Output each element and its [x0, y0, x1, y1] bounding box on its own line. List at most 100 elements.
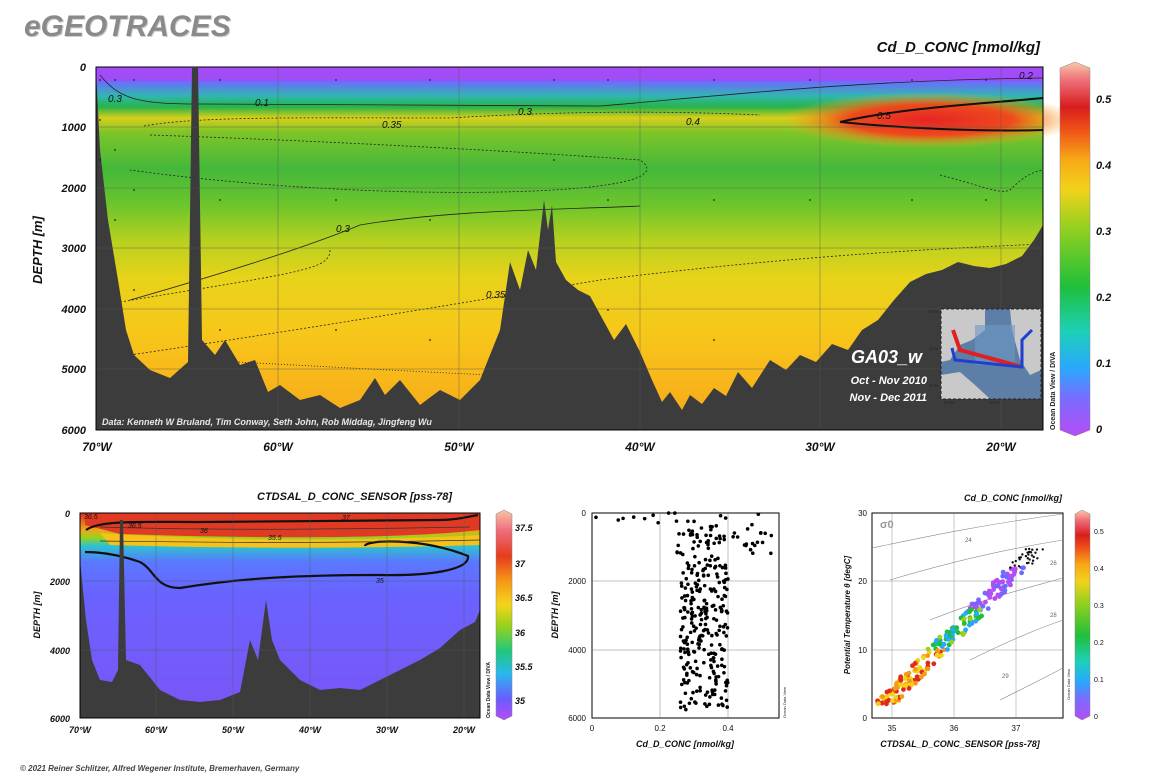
profile-point — [716, 556, 720, 561]
profile-point — [702, 660, 706, 665]
profile-point — [697, 560, 701, 565]
profile-point — [763, 531, 767, 536]
svg-text:30°W: 30°W — [376, 725, 400, 735]
profile-point — [683, 598, 688, 603]
profile-point — [678, 551, 683, 555]
profile-point — [693, 554, 697, 559]
profile-point — [701, 567, 706, 572]
svg-text:0.3: 0.3 — [1094, 603, 1104, 610]
svg-text:20: 20 — [858, 577, 867, 586]
profile-point — [694, 672, 699, 677]
profile-point — [712, 541, 716, 546]
svg-text:20°W: 20°W — [985, 440, 1017, 454]
ts-point — [1031, 548, 1034, 551]
profile-point — [683, 691, 688, 696]
salinity-contour-labels: 36.5 36.5 37 36 35.5 35 — [84, 514, 384, 585]
profile-point — [702, 598, 707, 603]
profile-point — [711, 656, 716, 660]
profile-point — [714, 618, 719, 622]
profile-point — [724, 634, 729, 638]
ts-point — [939, 653, 944, 658]
profile-point — [731, 534, 735, 539]
ts-point — [903, 683, 909, 688]
profile-point — [673, 511, 677, 515]
profile-point — [708, 695, 712, 699]
svg-text:0: 0 — [582, 509, 587, 518]
ts-point — [1012, 566, 1018, 572]
profile-point — [709, 663, 713, 668]
profile-point — [689, 696, 694, 701]
profile-point — [705, 563, 710, 567]
svg-text:40°W: 40°W — [624, 440, 656, 454]
main-x-ticks: 70°W 60°W 50°W 40°W 30°W 20°W — [82, 440, 1017, 454]
ts-point — [1026, 551, 1029, 554]
svg-text:70°W: 70°W — [82, 440, 113, 454]
copyright-notice: © 2021 Reiner Schlitzer, Alfred Wegener … — [20, 764, 300, 773]
profile-y-label: DEPTH [m] — [550, 590, 560, 638]
profile-point — [680, 596, 684, 600]
profile-point — [687, 652, 691, 657]
profile-point — [769, 551, 773, 556]
section-track-blue — [950, 328, 1034, 369]
ts-point — [976, 615, 981, 621]
svg-text:0.1: 0.1 — [1094, 677, 1104, 684]
profile-point — [679, 581, 684, 585]
svg-text:26: 26 — [1050, 561, 1057, 567]
profile-point — [724, 698, 729, 703]
profile-point — [594, 515, 598, 520]
main-colorbar — [1059, 61, 1091, 437]
profile-point — [685, 593, 690, 598]
ts-point — [1017, 564, 1021, 568]
profile-point — [642, 516, 647, 521]
profile-point — [714, 536, 719, 541]
profile-point — [691, 670, 696, 675]
profile-point — [711, 603, 716, 608]
profile-point — [692, 519, 696, 524]
ts-point — [909, 682, 914, 688]
svg-text:36.5: 36.5 — [128, 523, 142, 530]
profile-point — [717, 628, 721, 633]
svg-text:0.1: 0.1 — [255, 98, 269, 109]
ts-x-label: CTDSAL_D_CONC_SENSOR [pss-78] — [880, 739, 1041, 749]
salinity-contours — [99, 526, 481, 543]
svg-text:24: 24 — [965, 538, 972, 544]
profile-point — [686, 582, 690, 587]
profile-point — [725, 625, 730, 630]
salinity-y-ticks: 0 2000 4000 6000 — [49, 509, 70, 724]
profile-data-points — [594, 511, 774, 712]
profile-point — [681, 625, 685, 629]
profile-point — [704, 601, 709, 606]
profile-point — [712, 566, 717, 570]
profile-point — [692, 650, 697, 654]
svg-text:0: 0 — [1094, 714, 1098, 721]
ts-point — [1026, 557, 1029, 560]
profile-point — [715, 664, 720, 668]
profile-point — [686, 566, 691, 571]
ts-point — [943, 633, 949, 638]
profile-point — [682, 647, 686, 651]
profile-point — [684, 707, 688, 712]
profile-point — [689, 587, 694, 591]
ts-point — [959, 631, 965, 636]
profile-point — [756, 512, 761, 517]
svg-text:0.5: 0.5 — [1096, 94, 1112, 106]
profile-point — [722, 593, 727, 598]
profile-point — [710, 633, 714, 638]
ts-point — [1029, 551, 1033, 554]
ts-point — [880, 694, 885, 699]
egeotraces-logo: eGEOTRACES — [24, 10, 231, 43]
ts-point — [988, 591, 994, 597]
profile-point — [706, 546, 711, 551]
profile-point — [714, 524, 719, 528]
profile-point — [707, 702, 712, 707]
profile-point — [719, 609, 724, 614]
profile-point — [742, 543, 747, 547]
ts-point — [998, 579, 1004, 585]
ts-point — [945, 647, 950, 652]
svg-text:0.2: 0.2 — [1094, 640, 1104, 647]
ts-point — [974, 611, 980, 617]
svg-text:0.2: 0.2 — [1019, 71, 1033, 82]
main-frame — [95, 66, 1044, 431]
profile-point — [725, 587, 729, 592]
